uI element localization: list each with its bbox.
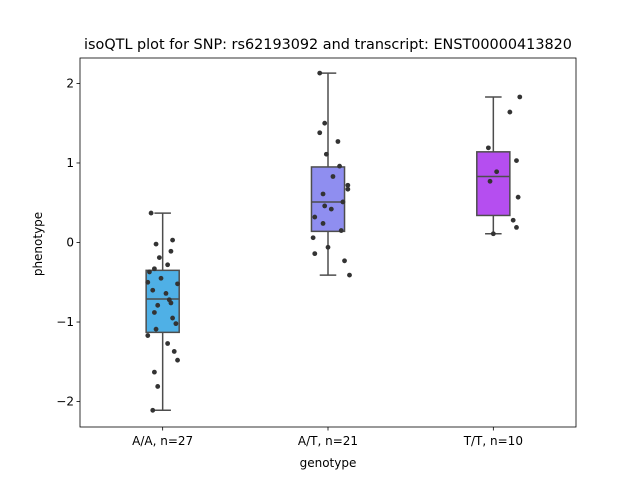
data-point [320,221,326,226]
data-point [152,369,157,375]
data-point [155,384,161,389]
data-point [347,272,352,278]
data-point [330,174,336,179]
data-point [152,310,157,315]
data-point [310,235,316,241]
data-point [485,145,491,151]
data-point [173,321,179,327]
data-point [170,315,175,321]
data-point [325,244,331,250]
chart-title: isoQTL plot for SNP: rs62193092 and tran… [84,37,572,53]
data-point [175,281,180,287]
data-point [145,279,151,285]
data-point [153,241,159,247]
data-point [514,224,519,230]
y-tick-label: −1 [56,315,74,329]
y-tick-label: −2 [56,395,74,409]
data-point [517,94,523,100]
data-point [322,203,328,209]
y-tick-label: 1 [66,156,74,170]
data-point [490,231,496,237]
data-point [510,217,516,223]
data-point [145,333,151,338]
x-tick-label: T/T, n=10 [463,434,523,448]
data-point [345,182,351,188]
data-point [515,194,521,200]
box-2 [476,151,511,217]
box-0 [145,269,180,334]
data-point [168,248,174,254]
x-tick-label: A/A, n=27 [132,434,193,448]
data-point [322,120,328,126]
data-point [323,151,329,157]
plot-area: −2 −1 0 1 2 A/A, n=27 A/T, n=21 T/T, n=10 [56,57,577,448]
box-1 [310,166,346,233]
data-point [507,109,513,115]
data-point [335,139,341,144]
data-point [148,210,154,216]
y-axis-label: phenotype [31,212,45,276]
data-point [345,186,351,192]
data-point [168,300,174,306]
data-point [317,70,323,76]
data-point [163,290,169,296]
data-point [158,275,164,281]
data-point [338,228,344,233]
data-point [320,191,326,197]
data-point [155,302,161,308]
data-point [165,341,171,346]
data-point [487,178,493,184]
x-axis-label: genotype [300,456,357,470]
data-point [312,214,318,220]
y-tick-label: 2 [66,76,74,90]
data-point [171,349,177,354]
data-point [342,258,347,264]
data-point [170,237,175,243]
data-point [152,266,157,272]
data-point [494,169,500,175]
x-tick-label: A/T, n=21 [298,434,358,448]
data-point [514,158,519,163]
data-point [150,407,156,413]
data-point [328,206,334,212]
data-point [165,262,171,268]
data-point [317,130,323,136]
data-point [312,251,318,257]
data-point [340,199,346,205]
data-point [175,357,180,363]
data-point [153,326,159,332]
data-point [337,163,342,169]
y-tick-label: 0 [66,236,74,250]
data-point [147,269,152,275]
data-point [150,287,156,293]
data-point [156,255,162,261]
